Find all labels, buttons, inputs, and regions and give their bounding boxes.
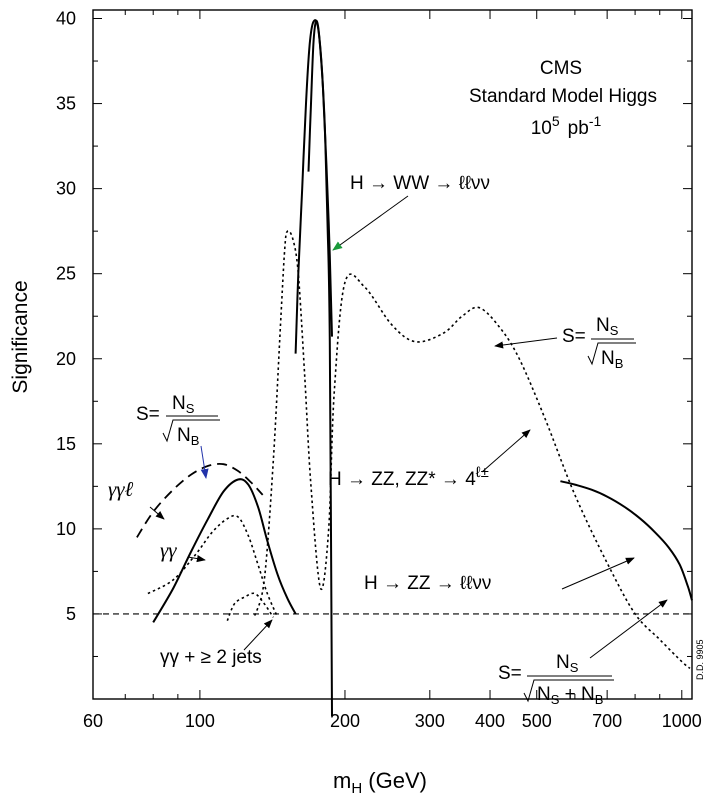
x-axis-label: mH (GeV) xyxy=(333,768,427,797)
y-tick-label: 25 xyxy=(56,264,76,284)
series-dotted-5 xyxy=(147,514,279,618)
luminosity-label: 105 pb-1 xyxy=(531,113,602,139)
plot-frame xyxy=(92,9,693,700)
series-dotted-6 xyxy=(226,592,274,622)
arrow-ns-nb xyxy=(589,599,668,659)
arrow-gamma-gamma xyxy=(187,555,206,563)
series-dotted-7 xyxy=(254,230,691,670)
arrow-gamma-gamma-l xyxy=(149,506,165,520)
y-tick-label: 20 xyxy=(56,349,76,369)
label-h-zz-4l: H → ZZ, ZZ* → 4ℓ± xyxy=(328,464,489,490)
svg-text:NB: NB xyxy=(177,425,199,448)
series-dashed-4 xyxy=(136,462,264,538)
x-tick-label: 60 xyxy=(83,711,103,731)
y-tick-label: 10 xyxy=(56,519,76,539)
series-solid-1 xyxy=(294,19,333,354)
curves xyxy=(136,19,693,717)
series-solid-2 xyxy=(152,478,297,623)
svg-text:S=: S= xyxy=(562,326,586,347)
arrow-gg-jets xyxy=(243,619,273,651)
arrow-h-ww xyxy=(332,195,409,251)
label-gg-jets: γγ + ≥ 2 jets xyxy=(160,647,262,668)
y-tick-label: 40 xyxy=(56,9,76,29)
svg-text:NS: NS xyxy=(172,393,195,416)
series-solid-0 xyxy=(307,19,333,717)
x-tick-label: 300 xyxy=(415,711,445,731)
label-h-zz-llvv: H → ZZ → ℓℓνν xyxy=(364,573,491,594)
label-gamma-gamma: γγ xyxy=(160,538,177,562)
svg-text:NS: NS xyxy=(556,652,579,675)
y-tick-label: 15 xyxy=(56,434,76,454)
x-tick-label: 100 xyxy=(185,711,215,731)
title-line-1: CMS xyxy=(540,58,582,79)
axis-ticks: 5 10 15 20 25 30 35 40 60 100 200 300 400 500 700 1000 xyxy=(56,9,702,731)
y-tick-label: 30 xyxy=(56,179,76,199)
x-tick-label: 200 xyxy=(330,711,360,731)
formula-s-over-sqrt-nb-left: S= NS NB xyxy=(136,393,220,448)
side-tag: D.D. 9905 xyxy=(695,639,705,680)
svg-text:NS + NB: NS + NB xyxy=(537,684,603,707)
x-tick-label: 500 xyxy=(522,711,552,731)
arrow-dotted-formula xyxy=(494,337,558,349)
svg-text:S=: S= xyxy=(136,404,160,425)
arrow-h-zz-llvv xyxy=(561,557,635,590)
svg-text:S=: S= xyxy=(498,663,522,684)
arrow-left-formula xyxy=(200,445,209,479)
y-axis-label: Significance xyxy=(9,280,32,393)
formula-s-over-sqrt-ns-nb: S= NS NS + NB xyxy=(498,652,614,707)
arrow-h-zz-4l xyxy=(481,429,531,473)
label-gamma-gamma-l: γγℓ xyxy=(108,477,134,501)
svg-text:NS: NS xyxy=(596,315,619,338)
formula-s-over-sqrt-nb-right: S= NS NB xyxy=(562,315,636,371)
y-tick-label: 35 xyxy=(56,94,76,114)
label-h-ww: H → WW → ℓℓνν xyxy=(350,173,490,194)
x-tick-label: 400 xyxy=(475,711,505,731)
y-tick-label: 5 xyxy=(66,604,76,624)
x-tick-label: 700 xyxy=(592,711,622,731)
svg-text:NB: NB xyxy=(601,348,623,371)
x-tick-label: 1000 xyxy=(662,711,702,731)
title-line-2: Standard Model Higgs xyxy=(469,86,657,107)
series-solid-3 xyxy=(560,480,693,601)
